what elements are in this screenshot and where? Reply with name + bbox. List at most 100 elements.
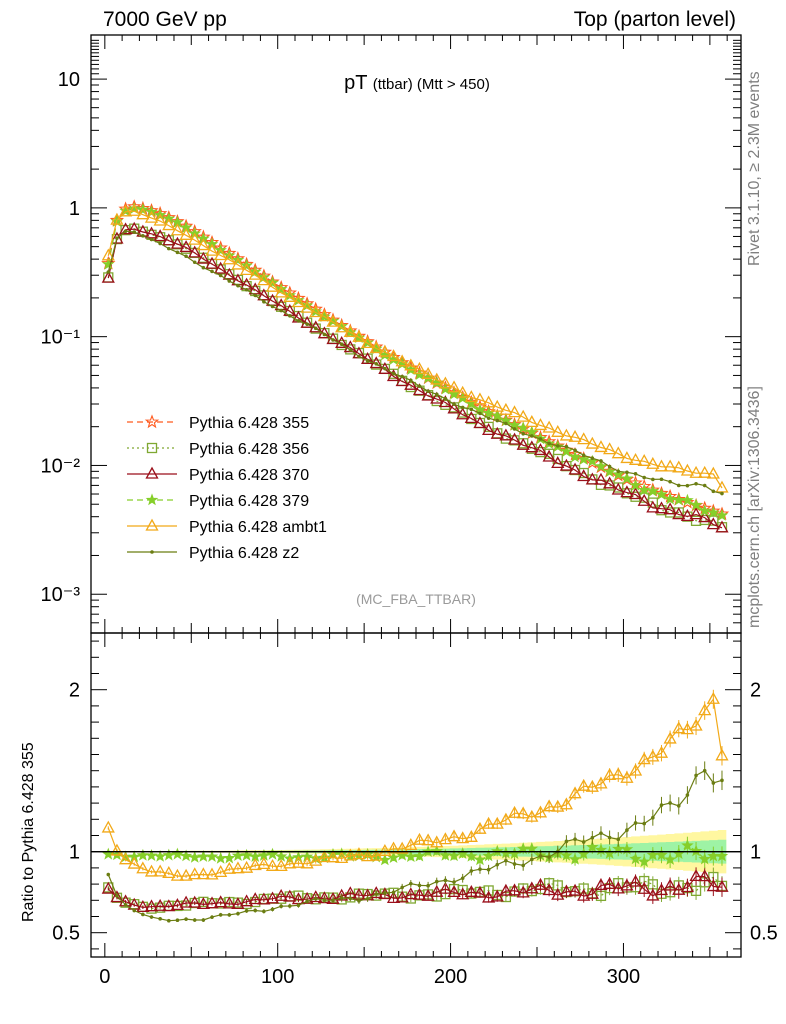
- main-point-2-67: [680, 509, 695, 522]
- ratio-point-3-69: [698, 852, 711, 865]
- main-point-4-53: [559, 428, 573, 441]
- ratio-point-5-44: [486, 867, 491, 872]
- main-point-2-37: [421, 388, 435, 401]
- ratio-point-4-59: [611, 767, 625, 780]
- main-point-5-12: [210, 269, 214, 274]
- main-point-4-26: [326, 314, 340, 327]
- ratio-point-2-34: [395, 890, 409, 903]
- main-point-5-48: [521, 432, 525, 436]
- main-point-3-61: [629, 478, 642, 491]
- ratio-point-2-20: [274, 888, 288, 901]
- legend-label-3: Pythia 6.428 379: [189, 493, 309, 510]
- ratio-point-3-64: [655, 848, 668, 861]
- ratio-point-5-9: [184, 917, 188, 921]
- ratio-point-3-7: [162, 848, 175, 861]
- main-point-4-10: [188, 232, 202, 245]
- main-point-3-2: [119, 204, 132, 217]
- ratio-point-4-50: [533, 805, 548, 818]
- ratio-point-4-57: [594, 776, 608, 789]
- ratio-point-3-61: [629, 852, 642, 865]
- ratio-point-2-60: [620, 878, 634, 891]
- ratio-point-2-15: [231, 897, 245, 910]
- main-point-2-71: [715, 520, 729, 533]
- ratio-ytick-label-left-0: 2: [69, 680, 80, 702]
- main-point-4-56: [585, 436, 599, 449]
- main-point-4-43: [473, 392, 487, 405]
- header-left: 7000 GeV pp: [103, 8, 227, 31]
- main-point-3-67: [681, 493, 694, 506]
- main-point-4-45: [490, 399, 504, 412]
- ratio-point-3-56: [586, 840, 599, 853]
- ratio-series-4: [101, 689, 729, 881]
- ratio-point-5-25: [322, 898, 327, 902]
- main-point-5-61: [633, 471, 638, 476]
- main-point-3-70: [707, 506, 720, 518]
- ratio-point-4-18: [257, 857, 271, 870]
- ratio-point-5-8: [175, 918, 180, 923]
- main-point-5-32: [383, 366, 387, 371]
- main-point-4-42: [464, 390, 478, 403]
- ratio-point-3-38: [430, 844, 444, 857]
- header-right: Top (parton level): [573, 8, 736, 31]
- main-point-4-41: [456, 385, 470, 398]
- main-point-2-36: [412, 383, 427, 396]
- ratio-point-3-54: [568, 852, 582, 865]
- main-point-5-47: [512, 427, 517, 431]
- main-point-4-39: [438, 376, 452, 389]
- main-point-5-65: [668, 479, 672, 484]
- ratio-series-5: [106, 761, 724, 923]
- main-point-4-16: [239, 262, 254, 275]
- plot-title-main: pT: [344, 72, 373, 94]
- main-point-3-54: [568, 450, 582, 463]
- ratio-point-5-2: [123, 903, 128, 907]
- main-point-2-12: [205, 256, 219, 269]
- ratio-point-2-53: [559, 884, 573, 897]
- ratio-point-4-60: [620, 770, 634, 783]
- ratio-point-4-10: [188, 867, 202, 880]
- main-point-4-60: [620, 451, 634, 464]
- ratio-point-5-13: [218, 913, 223, 917]
- ratio-point-2-17: [248, 892, 262, 905]
- ratio-point-5-5: [149, 915, 154, 919]
- ratio-ytick-label-right-1: 1: [750, 842, 761, 864]
- ratio-point-5-34: [400, 885, 404, 890]
- ratio-point-4-23: [300, 856, 314, 869]
- ratio-point-5-14: [227, 913, 232, 917]
- ratio-point-3-71: [715, 849, 729, 862]
- main-point-5-70: [711, 489, 716, 494]
- ratio-point-5-46: [504, 858, 508, 863]
- main-point-5-59: [616, 469, 621, 474]
- main-point-3-14: [222, 248, 236, 261]
- main-point-4-18: [257, 273, 271, 286]
- x-tick-label-300: 300: [607, 966, 640, 988]
- ratio-point-3-12: [205, 849, 219, 862]
- ratio-point-4-30: [360, 849, 375, 862]
- ratio-series-2: [101, 867, 729, 913]
- ratio-point-3-5: [145, 848, 158, 861]
- main-point-4-13: [214, 248, 228, 261]
- ratio-point-4-1: [110, 843, 124, 856]
- main-point-5-30: [365, 359, 370, 363]
- main-point-3-24: [309, 304, 322, 317]
- ratio-point-4-52: [551, 799, 565, 812]
- main-point-2-66: [672, 507, 686, 520]
- main-point-4-15: [231, 257, 245, 270]
- ratio-point-4-40: [447, 829, 461, 842]
- ratio-point-5-30: [365, 896, 370, 901]
- ratio-point-3-67: [681, 838, 694, 851]
- ratio-point-4-5: [144, 864, 159, 877]
- ratio-point-2-6: [153, 898, 167, 911]
- ratio-point-3-39: [439, 848, 452, 861]
- main-point-4-23: [300, 300, 314, 313]
- main-point-2-69: [698, 510, 712, 523]
- ratio-point-3-40: [447, 849, 461, 862]
- ratio-point-5-70: [711, 781, 716, 785]
- main-point-2-1: [110, 231, 124, 244]
- main-point-2-62: [637, 493, 651, 506]
- main-point-4-24: [309, 305, 323, 318]
- ratio-point-3-11: [197, 850, 210, 862]
- ratio-point-5-27: [339, 896, 344, 900]
- ratio-point-2-45: [490, 889, 504, 902]
- ratio-point-2-43: [473, 885, 487, 898]
- ratio-point-5-55: [581, 840, 586, 844]
